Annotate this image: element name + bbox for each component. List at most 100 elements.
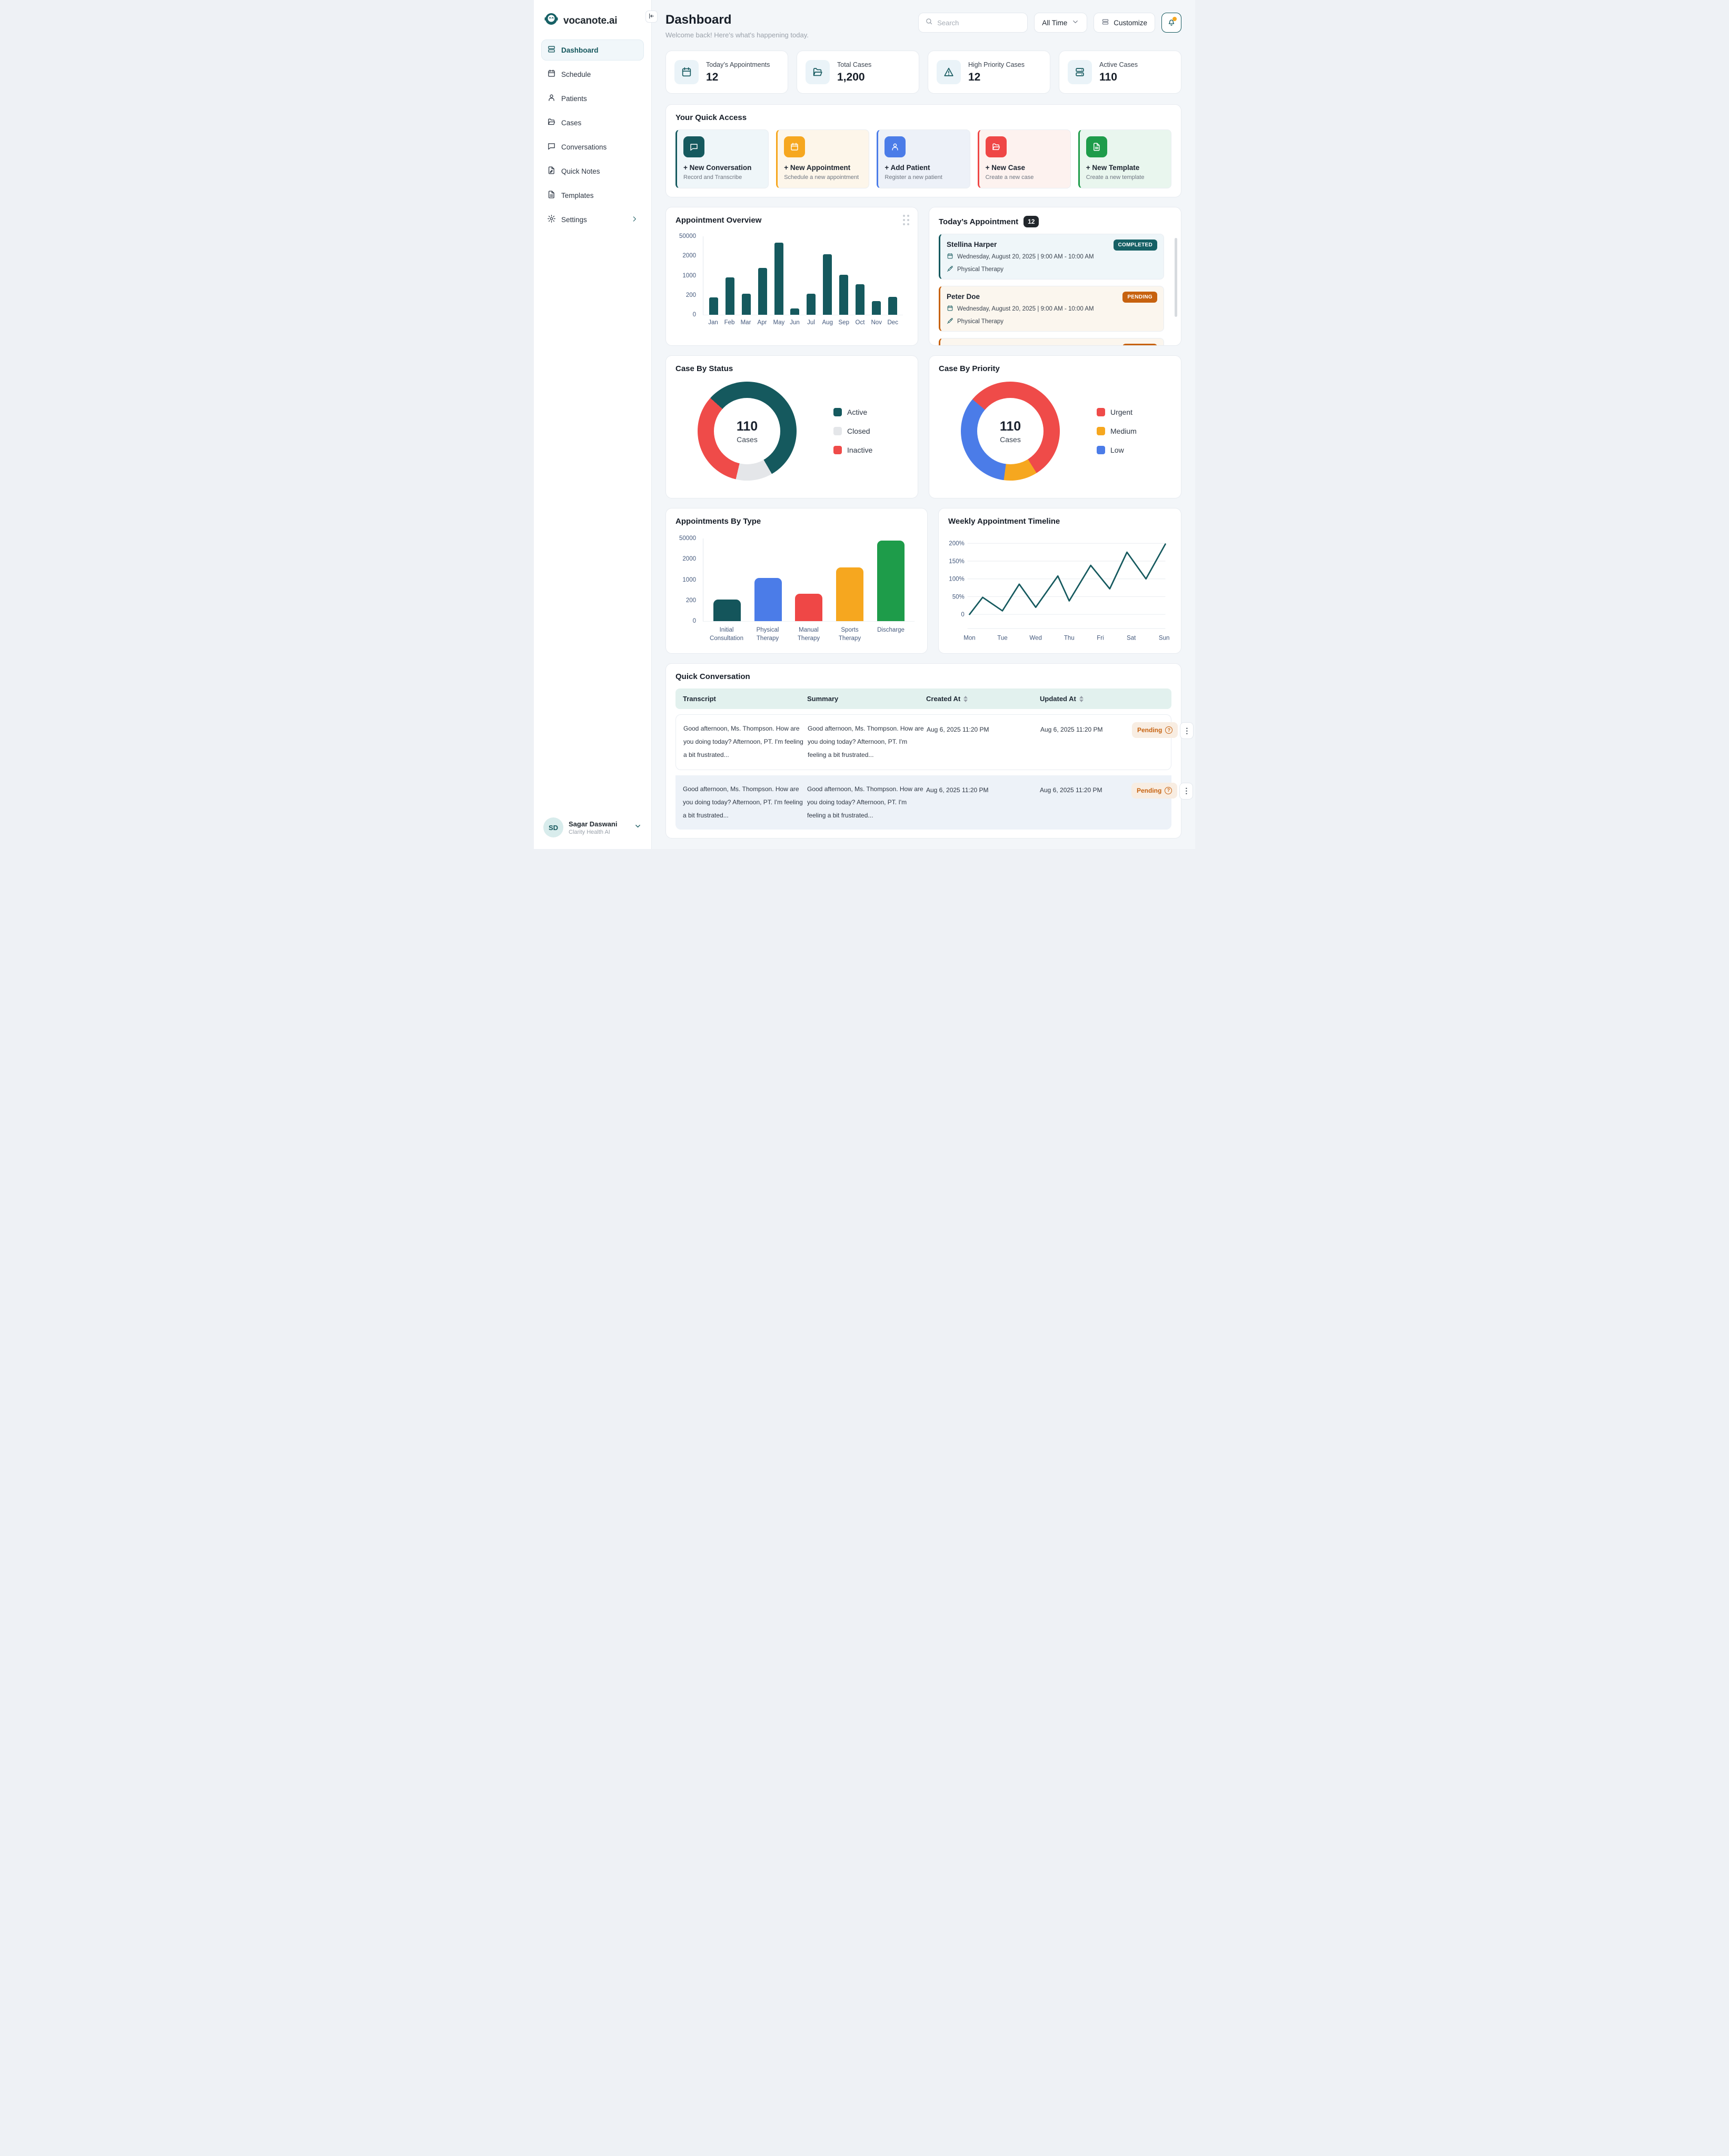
svg-text:Tue: Tue <box>997 635 1007 641</box>
sidebar-nav: Dashboard Schedule Patients Cases Conver… <box>541 39 644 230</box>
row-menu-button[interactable]: ⋮ <box>1179 782 1194 800</box>
notifications-button[interactable] <box>1161 13 1181 33</box>
appointment-overview-bars <box>703 236 903 315</box>
stat-label: High Priority Cases <box>968 61 1025 68</box>
time-filter-dropdown[interactable]: All Time <box>1034 13 1088 33</box>
appointments-by-type-title: Appointments By Type <box>675 517 761 526</box>
sidebar-item-cases[interactable]: Cases <box>541 112 644 133</box>
sidebar-item-dashboard[interactable]: Dashboard <box>541 39 644 61</box>
quick-access-card-title: + New Template <box>1086 164 1140 172</box>
brand-name: vocanote.ai <box>563 15 618 26</box>
cell-transcript: Good afternoon, Ms. Thompson. How are yo… <box>683 725 803 759</box>
todays-appointment-count-badge: 12 <box>1024 216 1039 227</box>
quick-access-new-case[interactable]: + New Case Create a new case <box>977 129 1071 188</box>
sidebar-item-patients[interactable]: Patients <box>541 88 644 109</box>
layout-icon <box>1101 18 1109 27</box>
appointments-by-type-bars <box>703 538 915 621</box>
appointment-datetime: Wednesday, August 20, 2025 | 9:00 AM - 1… <box>957 254 1094 260</box>
svg-text:Wed: Wed <box>1029 635 1042 641</box>
case-by-status-panel: Case By Status 110 Cases Active Closed I… <box>665 355 918 498</box>
server-icon <box>1068 60 1092 84</box>
case-by-priority-legend: Urgent Medium Low <box>1097 408 1137 454</box>
quick-access-new-template[interactable]: + New Template Create a new template <box>1078 129 1171 188</box>
scrollbar-thumb[interactable] <box>1175 238 1177 317</box>
quick-access-card-title: + Add Patient <box>885 164 930 172</box>
appointment-card[interactable]: Stellina Harper COMPLETED Wednesday, Aug… <box>939 234 1164 280</box>
cell-transcript: Good afternoon, Ms. Thompson. How are yo… <box>683 785 803 819</box>
sidebar-user[interactable]: SD Sagar Daswani Clarity Health AI <box>541 814 644 841</box>
case-by-status-legend: Active Closed Inactive <box>833 408 872 454</box>
topbar: Dashboard Welcome back! Here's what's ha… <box>665 13 1181 39</box>
stat-value: 110 <box>1099 71 1117 83</box>
sidebar-item-templates[interactable]: Templates <box>541 185 644 206</box>
question-icon: ? <box>1165 786 1172 794</box>
sort-icon[interactable] <box>963 695 968 702</box>
bar <box>872 301 881 315</box>
quick-access-card-subtitle: Create a new case <box>985 174 1034 181</box>
svg-text:150%: 150% <box>949 558 965 565</box>
quick-conversation-title: Quick Conversation <box>675 672 750 681</box>
bar <box>823 254 832 315</box>
customize-button[interactable]: Customize <box>1094 13 1155 33</box>
svg-text:Sun: Sun <box>1159 635 1170 641</box>
bar <box>754 577 782 621</box>
column-created-at[interactable]: Created At <box>926 695 1038 703</box>
chevron-down-icon[interactable] <box>634 822 642 833</box>
row-menu-button[interactable]: ⋮ <box>1180 722 1194 739</box>
sidebar-item-label: Dashboard <box>561 46 599 54</box>
search-box[interactable] <box>918 13 1028 33</box>
status-badge: PENDING <box>1122 344 1157 345</box>
case-by-priority-donut: 110 Cases <box>961 382 1060 481</box>
svg-text:0: 0 <box>961 612 964 618</box>
search-icon <box>925 17 933 28</box>
folder-open-icon <box>547 117 556 128</box>
sidebar-collapse-button[interactable] <box>645 11 658 23</box>
sidebar-item-settings[interactable]: Settings <box>541 209 644 230</box>
user-org: Clarity Health AI <box>569 829 610 835</box>
quick-access-new-appointment[interactable]: + New Appointment Schedule a new appoint… <box>776 129 870 188</box>
bar <box>888 297 897 315</box>
sidebar-item-schedule[interactable]: Schedule <box>541 64 644 85</box>
bar <box>758 267 767 315</box>
user-icon <box>885 136 906 157</box>
table-row[interactable]: Good afternoon, Ms. Thompson. How are yo… <box>675 714 1194 770</box>
table-row[interactable]: Good afternoon, Ms. Thompson. How are yo… <box>675 775 1194 830</box>
dashboard-page: vocanote.ai Dashboard Schedule Patients … <box>534 0 1195 850</box>
customize-label: Customize <box>1114 18 1147 27</box>
cell-created: Aug 6, 2025 11:20 PM <box>926 786 989 794</box>
stat-label: Today’s Appointments <box>706 61 770 68</box>
appointment-card[interactable]: Peter Doe PENDING Wednesday, August 20, … <box>939 286 1164 332</box>
cell-summary: Good afternoon, Ms. Thompson. How are yo… <box>808 725 924 759</box>
quick-access-add-patient[interactable]: + Add Patient Register a new patient <box>877 129 970 188</box>
sort-icon[interactable] <box>1079 695 1084 702</box>
folder-open-icon <box>806 60 830 84</box>
appointments-by-type-yaxis: 0 200 1000 2000 50000 <box>679 535 696 624</box>
heading: Dashboard Welcome back! Here's what's ha… <box>665 13 809 39</box>
chevron-right-icon <box>631 215 638 224</box>
case-by-status-donut: 110 Cases <box>698 382 797 481</box>
appointment-type: Physical Therapy <box>957 266 1003 273</box>
svg-text:Thu: Thu <box>1064 635 1075 641</box>
svg-text:Mon: Mon <box>963 635 975 641</box>
bell-icon <box>1167 17 1176 28</box>
appointment-card[interactable]: Peter Harper PENDING Wednesday, August 2… <box>939 338 1164 345</box>
avatar: SD <box>543 817 563 838</box>
patient-name: Peter Harper <box>947 344 1157 345</box>
svg-text:100%: 100% <box>949 576 965 583</box>
cell-summary: Good afternoon, Ms. Thompson. How are yo… <box>807 785 923 819</box>
legend-swatch <box>1097 446 1105 454</box>
status-badge: PENDING <box>1122 292 1157 303</box>
sidebar-item-conversations[interactable]: Conversations <box>541 136 644 157</box>
quick-access-new-conversation[interactable]: + New Conversation Record and Transcribe <box>675 129 769 188</box>
drag-handle-icon[interactable] <box>903 215 909 225</box>
stat-value: 12 <box>706 71 719 83</box>
stat-card-high-priority: High Priority Cases 12 <box>928 51 1050 94</box>
column-updated-at[interactable]: Updated At <box>1040 695 1129 703</box>
time-filter-value: All Time <box>1042 18 1068 27</box>
search-input[interactable] <box>937 18 1021 27</box>
calendar-icon <box>784 136 806 157</box>
message-icon <box>683 136 704 157</box>
sidebar-item-label: Cases <box>561 118 582 127</box>
sidebar-item-quick-notes[interactable]: Quick Notes <box>541 161 644 182</box>
page-subtitle: Welcome back! Here's what's happening to… <box>665 31 809 39</box>
